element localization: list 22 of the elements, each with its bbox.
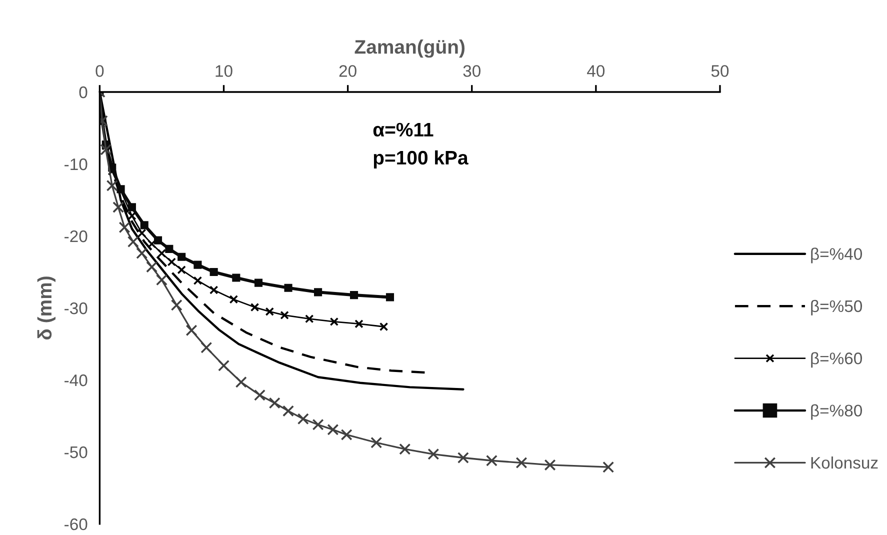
x-tick-label: 50 bbox=[711, 65, 729, 77]
x-tick-label: 30 bbox=[463, 65, 480, 77]
annotation: α=%11 bbox=[373, 122, 434, 137]
x-tick-label: 20 bbox=[339, 65, 356, 77]
y-tick-label: -10 bbox=[64, 158, 88, 170]
legend-label: Kolonsuz bbox=[811, 456, 878, 469]
y-tick-label: -50 bbox=[64, 446, 88, 458]
x-tick-label: 40 bbox=[587, 65, 605, 77]
x-tick-label: 10 bbox=[216, 65, 232, 77]
annotation: p=100 kPa bbox=[374, 150, 468, 168]
legend-label: β=%80 bbox=[811, 404, 862, 420]
y-tick-label: 0 bbox=[79, 86, 88, 98]
x-tick-label: 0 bbox=[96, 65, 104, 77]
legend-label: β=%50 bbox=[811, 300, 862, 316]
y-tick-label: -40 bbox=[64, 374, 88, 386]
y-tick-label: -20 bbox=[64, 230, 88, 242]
legend-label: β=%40 bbox=[811, 248, 862, 264]
y-axis-title: δ (mm) bbox=[37, 276, 56, 340]
y-tick-label: -30 bbox=[64, 302, 88, 314]
x-axis-title: Zaman(gün) bbox=[354, 39, 465, 58]
legend-label: β=%60 bbox=[811, 352, 862, 368]
y-tick-label: -60 bbox=[64, 518, 88, 530]
